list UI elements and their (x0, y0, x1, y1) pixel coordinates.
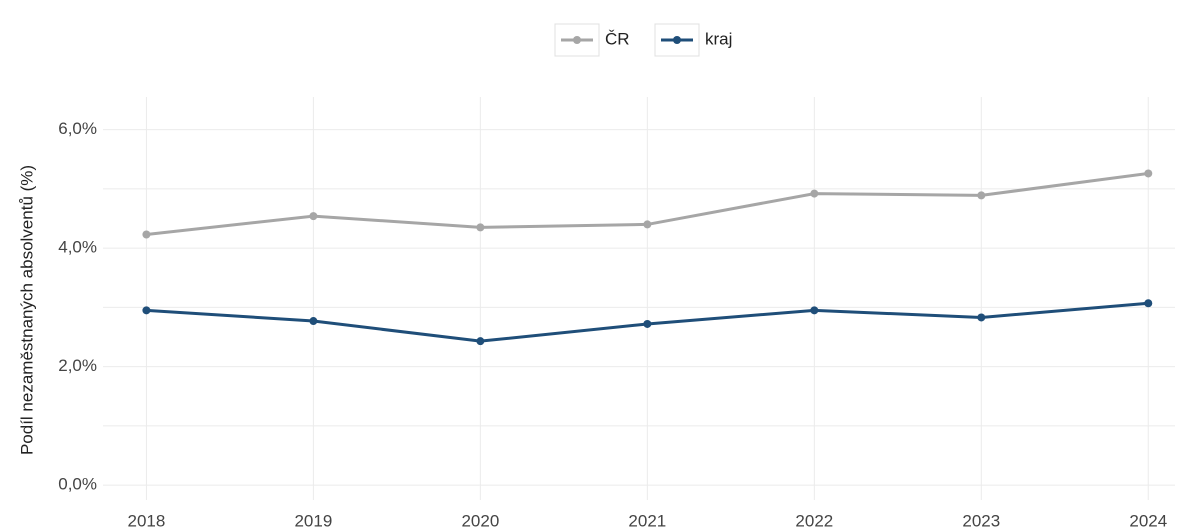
legend-label: ČR (605, 29, 630, 48)
data-point (1144, 299, 1153, 308)
y-tick-label: 6,0% (58, 119, 97, 138)
x-tick-label: 2021 (628, 511, 666, 530)
data-point (309, 317, 318, 326)
data-point (810, 306, 819, 315)
data-point (643, 319, 652, 328)
data-point (309, 212, 318, 221)
y-tick-label: 4,0% (58, 238, 97, 257)
x-tick-label: 2022 (795, 511, 833, 530)
x-tick-label: 2023 (962, 511, 1000, 530)
x-tick-label: 2018 (128, 511, 166, 530)
x-tick-label: 2019 (294, 511, 332, 530)
y-tick-label: 0,0% (58, 475, 97, 494)
data-point (142, 230, 151, 239)
data-point (810, 189, 819, 198)
data-point (1144, 169, 1153, 178)
data-point (977, 313, 986, 322)
data-point (142, 306, 151, 315)
y-tick-label: 2,0% (58, 356, 97, 375)
legend-key-point (673, 36, 681, 44)
legend-key-point (573, 36, 581, 44)
y-axis-label: Podíl nezaměstnaných absolventů (%) (17, 165, 36, 455)
x-tick-label: 2024 (1129, 511, 1167, 530)
data-point (643, 220, 652, 229)
data-point (476, 337, 485, 346)
legend-label: kraj (705, 29, 732, 48)
x-tick-label: 2020 (461, 511, 499, 530)
data-point (476, 223, 485, 232)
data-point (977, 191, 986, 200)
